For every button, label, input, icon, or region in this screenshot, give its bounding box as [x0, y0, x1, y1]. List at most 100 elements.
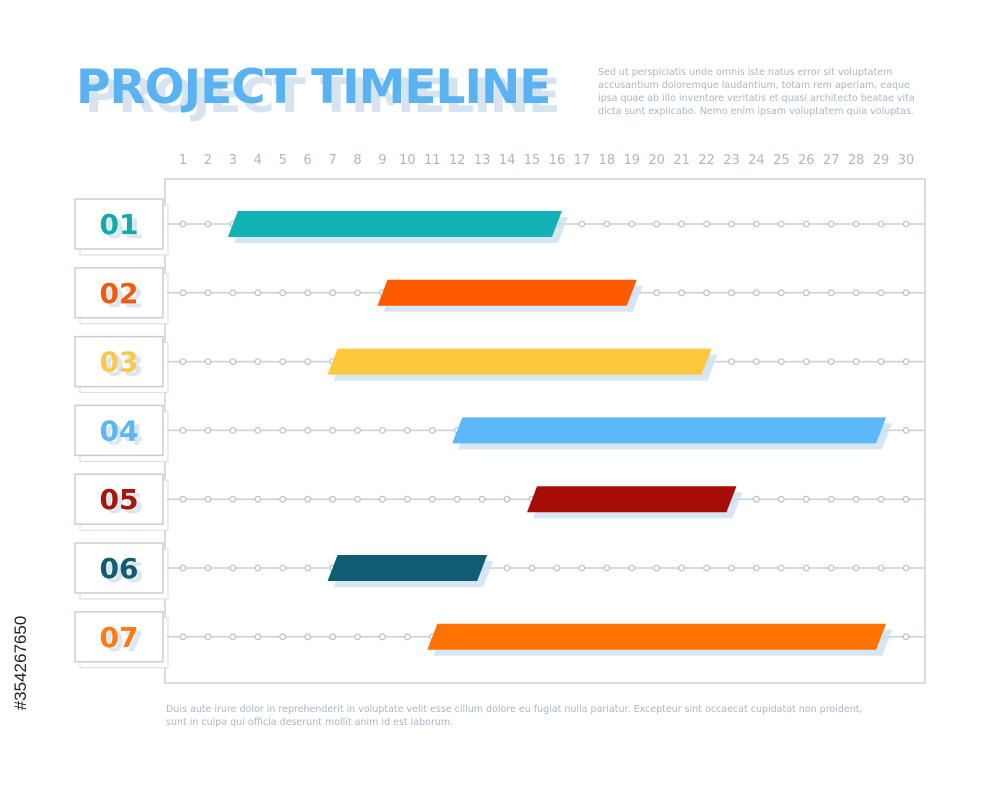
row-guide-dot: [877, 358, 885, 366]
row-guide-dot: [777, 358, 785, 366]
x-tick-label: 30: [898, 153, 915, 168]
row-label-box: [74, 542, 164, 594]
row-label-box: [74, 198, 164, 250]
row-guide-dot: [229, 427, 237, 434]
x-tick-label: 8: [353, 153, 361, 168]
row-guide-dot: [852, 289, 860, 297]
row-guide-dot: [827, 220, 835, 228]
x-tick-label: 19: [623, 153, 640, 168]
x-tick-label: 27: [823, 153, 840, 168]
row-guide-dot: [802, 564, 810, 572]
row-label-shadow: 03: [105, 350, 144, 383]
row-label: 05: [100, 483, 139, 516]
row-guide-dot: [902, 564, 910, 572]
row-guide-dot: [653, 220, 661, 228]
x-tick-label: 28: [848, 153, 865, 168]
x-tick-label: 12: [449, 153, 466, 168]
row-guide-dot: [777, 564, 785, 572]
row-guide-dot: [379, 633, 386, 641]
row-guide-dot: [852, 358, 860, 366]
row-guide-dot: [329, 289, 336, 297]
row-label-box: [74, 611, 164, 663]
row-guide-dot: [354, 495, 361, 503]
row-guide-dot: [753, 289, 760, 297]
row-guide-dot: [204, 633, 212, 641]
row-label: 03: [100, 346, 139, 379]
row-guide-dot: [902, 495, 910, 503]
row-guide-dot: [852, 220, 860, 228]
row-guide-dot: [304, 633, 312, 641]
row-guide-dot: [802, 220, 810, 228]
x-tick-label: 29: [873, 153, 890, 168]
row-guide-dot: [603, 220, 611, 228]
row-guide-dot: [354, 427, 361, 434]
row-guide-dot: [553, 564, 561, 572]
row-guide-dot: [329, 633, 336, 641]
row-label-shadow: 06: [105, 556, 144, 589]
timeline-bar: [452, 417, 887, 444]
row-guide-dot: [204, 220, 212, 228]
title-block: PROJECT TIMELINE PROJECT TIMELINE: [76, 60, 596, 130]
x-tick-label: 18: [599, 153, 616, 168]
row-guide-dot: [877, 564, 885, 572]
row-guide-dot: [802, 358, 810, 366]
row-guide-dot: [304, 564, 312, 572]
row-guide-dot: [179, 427, 187, 434]
row-guide-dot: [229, 289, 237, 297]
row-label: 06: [100, 552, 139, 585]
row-guide-dot: [229, 358, 237, 366]
row-guide-dot: [453, 495, 461, 503]
row-guide-dot: [528, 564, 536, 572]
row-guide-dot: [902, 358, 910, 366]
row-guide-dot: [279, 564, 287, 572]
row-label-box: [74, 267, 164, 319]
row-guide-dot: [753, 564, 760, 572]
row-guide-dot: [877, 495, 885, 503]
row-guide-dot: [204, 427, 212, 434]
row-guide-dot: [777, 495, 785, 503]
row-label-shadow: 04: [105, 418, 144, 451]
row-guide-dot: [777, 220, 785, 228]
row-guide-dot: [503, 564, 511, 572]
x-tick-label: 2: [204, 153, 212, 168]
x-tick-label: 6: [304, 153, 312, 168]
row-guide-dot: [403, 633, 411, 641]
row-guide-dot: [179, 633, 187, 641]
row-guide-dot: [852, 564, 860, 572]
row-guide-dot: [279, 633, 287, 641]
row-guide-dot: [179, 220, 187, 228]
x-tick-label: 10: [399, 153, 416, 168]
row-guide-dot: [204, 495, 212, 503]
row-guide-dot: [578, 220, 586, 228]
row-guide-dot: [827, 495, 835, 503]
x-tick-label: 25: [773, 153, 790, 168]
row-guide-dot: [478, 495, 486, 503]
row-guide-dot: [703, 220, 710, 228]
row-guide-dot: [827, 289, 835, 297]
timeline-bar: [227, 211, 562, 237]
row-label-box: [74, 473, 164, 525]
row-guide-dot: [653, 289, 661, 297]
row-guide-dot: [304, 358, 312, 366]
timeline-bar: [427, 623, 887, 650]
x-tick-label: 23: [723, 153, 740, 168]
x-tick-label: 21: [673, 153, 690, 168]
row-guide-dot: [902, 289, 910, 297]
row-guide-dot: [753, 358, 760, 366]
row-guide-dot: [254, 495, 262, 503]
row-guide-dot: [179, 289, 187, 297]
x-tick-label: 9: [378, 153, 386, 168]
page-title: PROJECT TIMELINE: [76, 60, 551, 115]
x-tick-label: 17: [574, 153, 591, 168]
x-tick-label: 11: [424, 153, 441, 168]
row-guide-dot: [728, 289, 735, 297]
x-tick-label: 1: [179, 153, 187, 168]
row-guide-dot: [428, 495, 436, 503]
x-tick-label: 22: [698, 153, 715, 168]
row-label-box: [74, 404, 164, 457]
row-guide-dot: [229, 564, 237, 572]
row-guide-dot: [827, 564, 835, 572]
row-guide-dot: [728, 358, 735, 366]
row-label-box: [74, 335, 164, 388]
row-guide-dot: [179, 564, 187, 572]
